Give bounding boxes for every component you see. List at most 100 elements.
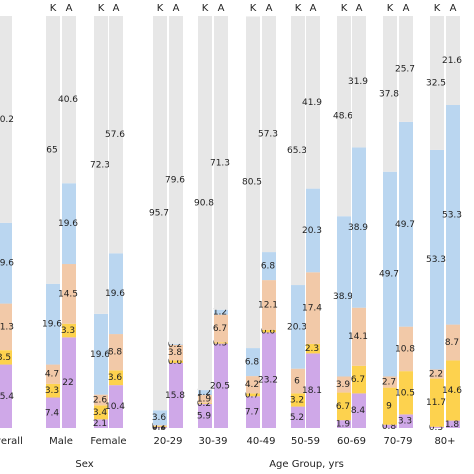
value-label: 6.8 xyxy=(245,358,260,368)
value-label: 95.7 xyxy=(149,209,169,219)
value-label: 37.8 xyxy=(379,89,399,99)
bar-segment xyxy=(430,378,444,427)
bar-segment xyxy=(109,16,123,254)
value-label: 0.2 xyxy=(197,399,211,409)
bar-segment xyxy=(262,16,276,253)
value-label: 23.2 xyxy=(258,376,278,386)
value-label: 8.7 xyxy=(445,338,459,348)
bar-segment xyxy=(246,396,260,428)
bar-segment xyxy=(94,419,108,428)
bar-segment xyxy=(446,324,460,361)
value-label: 2.6 xyxy=(93,395,108,405)
value-label: 0.2 xyxy=(168,340,182,350)
bar-segment xyxy=(153,426,167,428)
bar-segment xyxy=(62,323,76,338)
value-label: 32.5 xyxy=(426,78,446,88)
group-label: 20-29 xyxy=(153,436,182,447)
bar-segment xyxy=(399,326,413,372)
bar-segment xyxy=(62,183,76,265)
value-label: 41.9 xyxy=(302,98,322,108)
bar-segment xyxy=(169,16,183,344)
bar-segment xyxy=(446,360,460,421)
bar-segment xyxy=(291,368,305,394)
bar-segment xyxy=(214,342,228,344)
bar-segment xyxy=(94,394,108,406)
value-label: 71.3 xyxy=(210,158,230,168)
value-label: 21.6 xyxy=(442,56,462,66)
value-label: 19.6 xyxy=(42,320,62,330)
value-label: 3.6 xyxy=(108,373,123,383)
bar-segment xyxy=(169,362,183,428)
bar-segment xyxy=(352,307,366,366)
value-label: 38.9 xyxy=(348,223,368,233)
bar-segment xyxy=(337,420,351,428)
group-label: Male xyxy=(49,436,73,447)
bar-segment xyxy=(306,353,320,428)
value-label: 90.8 xyxy=(194,199,214,209)
bar-segment xyxy=(46,397,60,428)
value-label: 9 xyxy=(386,402,392,412)
value-label: 57.6 xyxy=(105,130,125,140)
bar-segment xyxy=(109,334,123,371)
bar-segment xyxy=(0,364,12,428)
value-label: 0.2 xyxy=(152,422,166,432)
value-label: 17.4 xyxy=(302,304,322,314)
value-label: 0.3 xyxy=(429,423,443,433)
bar-letter: A xyxy=(218,3,225,14)
bar-letter: K xyxy=(341,3,348,14)
group-label: 40-49 xyxy=(246,436,275,447)
bar-segment xyxy=(262,280,276,330)
bar-letter: K xyxy=(250,3,257,14)
value-label: 6 xyxy=(294,377,300,387)
value-label: 49.7 xyxy=(395,220,415,230)
value-label: 19.6 xyxy=(0,259,14,269)
value-label: 3.4 xyxy=(93,408,108,418)
bar-segment xyxy=(198,402,212,404)
value-label: 11.7 xyxy=(426,398,446,408)
bar-letter: A xyxy=(403,3,410,14)
value-label: 50.2 xyxy=(0,115,14,125)
bar-segment xyxy=(430,426,444,428)
value-label: 8.4 xyxy=(351,406,366,416)
value-label: 10.8 xyxy=(395,344,415,354)
value-label: 4.7 xyxy=(45,370,59,380)
value-label: 14.6 xyxy=(442,386,462,396)
bar-segment xyxy=(399,121,413,327)
value-label: 20.3 xyxy=(287,322,307,332)
bar-segment xyxy=(0,350,12,365)
bar-segment xyxy=(446,420,460,428)
bar-segment xyxy=(198,403,212,428)
bar-segment xyxy=(306,272,320,344)
group-label: 50-59 xyxy=(291,436,320,447)
bar-letter: K xyxy=(98,3,105,14)
bar-segment xyxy=(291,406,305,428)
bar-segment xyxy=(109,253,123,335)
value-label: 0.3 xyxy=(213,338,227,348)
bar-segment xyxy=(214,343,228,428)
group-label: 60-69 xyxy=(337,436,366,447)
value-label: 57.3 xyxy=(258,130,278,140)
bar-segment xyxy=(169,343,183,345)
bar-segment xyxy=(291,393,305,407)
value-label: 22 xyxy=(62,378,73,388)
value-label: 8.8 xyxy=(108,348,123,358)
value-label: 0.3 xyxy=(152,423,166,433)
bar-letter: K xyxy=(50,3,57,14)
bar-segment xyxy=(246,348,260,377)
bar-letter: K xyxy=(202,3,209,14)
value-label: 18.1 xyxy=(302,386,322,396)
bar-letter: A xyxy=(310,3,317,14)
value-label: 19.6 xyxy=(105,289,125,299)
value-label: 25.7 xyxy=(395,64,415,74)
bar-segment xyxy=(262,329,276,333)
value-label: 65.3 xyxy=(287,146,307,156)
value-label: 0.7 xyxy=(245,390,259,400)
bar-segment xyxy=(383,376,397,388)
value-label: 6.7 xyxy=(336,402,350,412)
bar-segment xyxy=(214,309,228,315)
bar-segment xyxy=(399,371,413,415)
bar-segment xyxy=(153,16,167,411)
value-label: 10.5 xyxy=(395,388,415,398)
bar-segment xyxy=(383,387,397,425)
bar-segment xyxy=(352,365,366,394)
